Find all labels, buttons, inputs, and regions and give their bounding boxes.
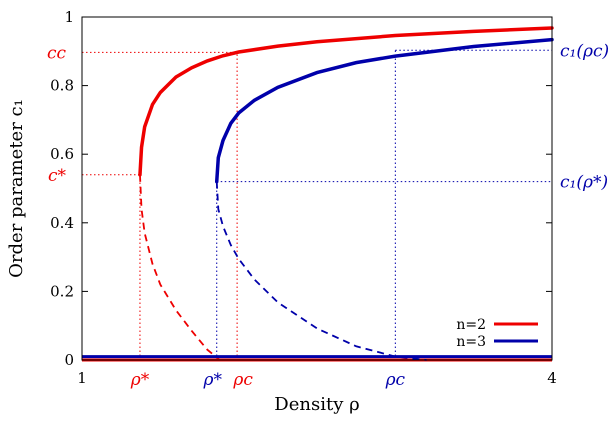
x-tick-label: 1 <box>77 369 87 387</box>
series-n3-unstable-branch <box>215 181 427 361</box>
y-tick-label: 1 <box>64 8 74 26</box>
legend: n=2n=3 <box>456 317 538 350</box>
annotation-red-c-star: c* <box>48 166 67 186</box>
series-n3-stable-branch <box>214 37 554 184</box>
annotations: ρ* ρc ρ* ρc cc c* c₁(ρc) c₁(ρ*) <box>47 41 609 390</box>
plot-frame <box>81 16 553 361</box>
y-tick-label: 0.6 <box>50 145 74 163</box>
y-tick-label: 0.2 <box>50 282 74 300</box>
series-curves <box>82 26 554 362</box>
annotation-blue-c1-rhostar: c₁(ρ*) <box>560 173 608 193</box>
annotation-red-rho-c: ρc <box>232 370 253 390</box>
y-tick-label: 0.8 <box>50 77 74 95</box>
annotation-blue-rho-star: ρ* <box>202 370 222 390</box>
axis-ticks: 0 0.2 0.4 0.6 0.8 1 1 4 <box>50 8 557 387</box>
annotation-blue-rho-c: ρc <box>385 370 406 390</box>
annotation-blue-c1-rhoc: c₁(ρc) <box>560 41 609 61</box>
series-n2-unstable-branch <box>139 174 221 361</box>
y-tick-label: 0.4 <box>50 214 74 232</box>
legend-label-n3: n=3 <box>456 334 486 350</box>
annotation-red-cc: cc <box>47 43 67 63</box>
x-tick-label: 4 <box>547 369 557 387</box>
reference-lines <box>82 49 552 360</box>
series-n2-stable-branch <box>138 26 554 177</box>
y-tick-label: 0 <box>64 351 74 369</box>
x-axis-label: Density ρ <box>274 394 359 415</box>
annotation-red-rho-star: ρ* <box>130 370 150 390</box>
legend-label-n2: n=2 <box>456 317 486 333</box>
y-axis-label: Order parameter c₁ <box>6 99 27 278</box>
